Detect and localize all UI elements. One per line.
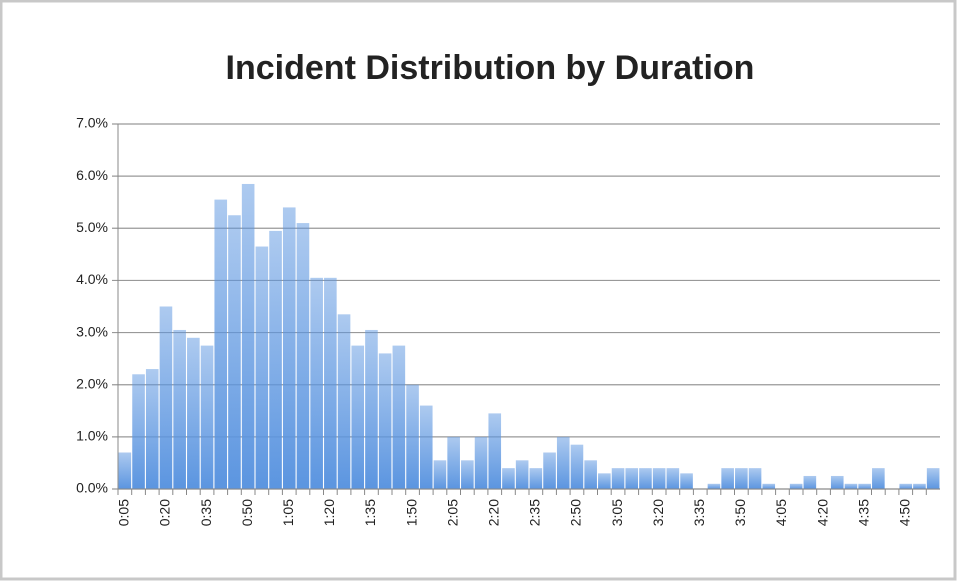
bar: [406, 384, 419, 489]
chart-title: Incident Distribution by Duration: [226, 49, 755, 87]
x-tick-label: 0:35: [198, 499, 214, 526]
bar: [269, 230, 282, 489]
x-tick-label: 2:50: [568, 499, 584, 526]
bar: [241, 183, 255, 489]
bar: [803, 475, 817, 489]
bar: [515, 460, 529, 489]
x-tick-label: 0:05: [116, 499, 132, 526]
bar: [187, 337, 200, 489]
y-tick-label: 7.0%: [76, 115, 108, 131]
x-tick-label: 2:05: [444, 499, 460, 526]
y-tick-label: 1.0%: [76, 428, 108, 444]
bar: [474, 436, 488, 489]
x-tick-label: 2:20: [485, 499, 501, 526]
bar: [666, 468, 680, 489]
bar: [118, 452, 132, 489]
x-tick-label: 0:20: [157, 499, 173, 526]
bar: [145, 369, 159, 489]
bar: [584, 460, 597, 489]
bar: [351, 345, 365, 489]
y-tick-label: 5.0%: [76, 219, 108, 235]
bar: [378, 353, 392, 489]
bar: [721, 468, 734, 489]
bar: [461, 460, 474, 489]
bar: [488, 413, 502, 489]
y-tick-label: 0.0%: [76, 480, 108, 496]
bar: [365, 329, 378, 489]
bar: [789, 483, 803, 489]
x-tick-label: 3:20: [650, 499, 666, 526]
bar: [872, 468, 885, 489]
x-tick-label: 1:05: [280, 499, 296, 526]
x-tick-label: 4:05: [773, 499, 789, 526]
bar: [611, 468, 625, 489]
y-tick-label: 2.0%: [76, 375, 108, 391]
bar: [392, 345, 406, 489]
x-tick-label: 4:35: [855, 499, 871, 526]
bar: [200, 345, 214, 489]
bar: [844, 483, 858, 489]
bar: [707, 483, 721, 489]
x-tick-label: 3:35: [691, 499, 707, 526]
bar: [899, 483, 913, 489]
bar: [502, 468, 515, 489]
bar: [447, 436, 460, 489]
bar: [926, 468, 940, 489]
bar: [735, 468, 748, 489]
bar: [282, 207, 296, 489]
bar: [214, 199, 228, 489]
bar: [296, 223, 310, 490]
x-tick-label: 4:50: [896, 499, 912, 526]
x-tick-label: 1:20: [321, 499, 337, 526]
bar: [652, 468, 666, 489]
bar: [762, 483, 776, 489]
bar: [598, 473, 611, 489]
x-tick-label: 3:05: [609, 499, 625, 526]
x-tick-label: 0:50: [239, 499, 255, 526]
bar: [173, 329, 186, 489]
x-tick-label: 4:20: [814, 499, 830, 526]
bar: [556, 436, 570, 489]
bar: [433, 460, 447, 489]
bar: [132, 374, 145, 489]
bar: [337, 314, 351, 489]
bar: [639, 468, 652, 489]
bar: [913, 483, 926, 489]
bar: [830, 475, 844, 489]
bar: [680, 473, 693, 489]
x-tick-label: 1:50: [403, 499, 419, 526]
bar: [255, 246, 269, 489]
bar: [324, 277, 337, 489]
bar: [570, 444, 584, 489]
y-tick-label: 4.0%: [76, 271, 108, 287]
bar: [529, 468, 543, 489]
x-tick-label: 3:50: [732, 499, 748, 526]
bar: [543, 452, 556, 489]
bar: [228, 215, 241, 489]
bar: [159, 306, 173, 489]
bar: [748, 468, 762, 489]
x-tick-label: 2:35: [527, 499, 543, 526]
bar: [858, 483, 871, 489]
y-tick-label: 3.0%: [76, 323, 108, 339]
y-tick-label: 6.0%: [76, 167, 108, 183]
bar: [310, 277, 323, 489]
bar: [625, 468, 639, 489]
bar: [419, 405, 433, 489]
x-tick-label: 1:35: [362, 499, 378, 526]
